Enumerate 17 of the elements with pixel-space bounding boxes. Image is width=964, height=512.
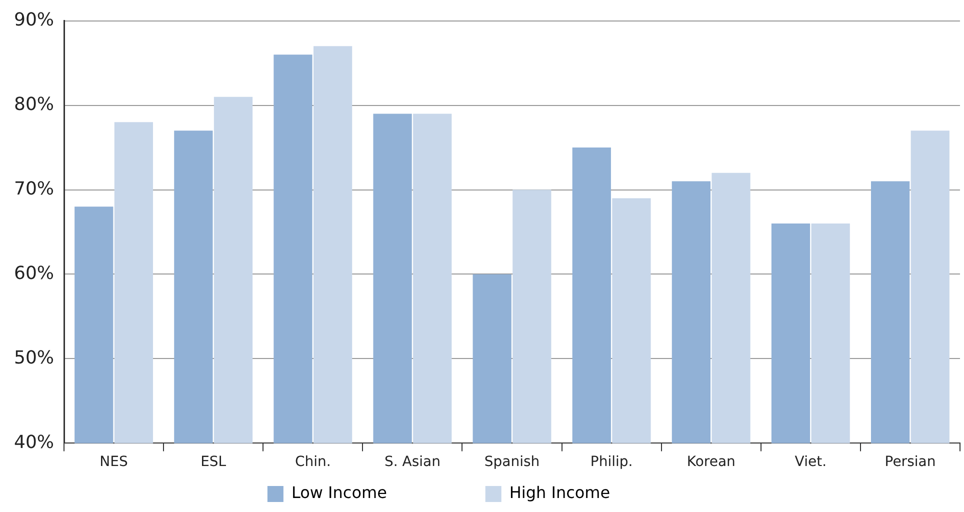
x-tick-label: Viet. [794,454,827,470]
x-tick-label: Chin. [294,454,331,470]
x-tick-label: ESL [200,454,226,470]
x-tick-label: Philip. [590,454,633,470]
x-tick-label: Spanish [484,454,540,470]
y-tick-label: 50% [14,347,54,368]
y-tick-label: 80% [14,94,54,115]
x-tick-label: Persian [884,454,936,470]
y-tick-label: 40% [14,432,54,453]
x-tick-label: Korean [686,454,736,470]
x-tick-label: NES [100,454,128,470]
legend-label: Low Income [291,483,474,502]
x-tick-label: S. Asian [384,454,440,470]
y-tick-label: 70% [14,178,54,200]
legend-label: High Income [509,483,697,502]
y-tick-label: 90% [14,9,54,30]
y-tick-label: 60% [14,262,54,284]
